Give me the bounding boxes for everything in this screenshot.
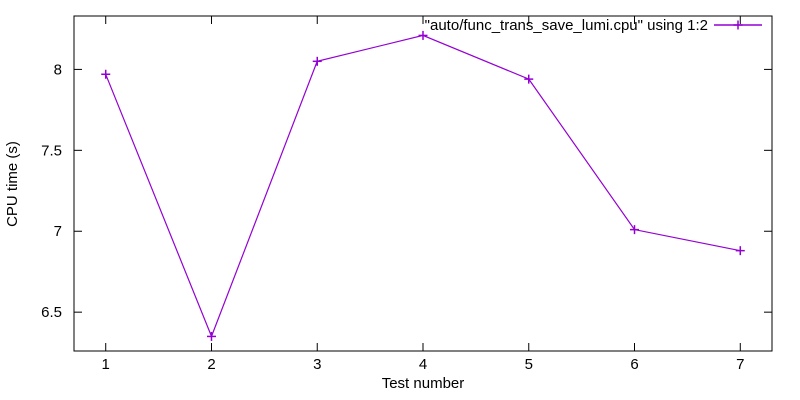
x-tick-label: 3 [313,356,321,373]
x-tick-label: 1 [102,356,110,373]
plot-generated-content: 1 2 3 4 5 6 7 6.5 7 7.5 8 [41,16,772,373]
legend: "auto/func_trans_save_lumi.cpu" using 1:… [425,17,762,34]
legend-series-label: "auto/func_trans_save_lumi.cpu" using 1:… [425,17,708,34]
y-axis-label: CPU time (s) [4,141,21,227]
x-tick-label: 4 [419,356,427,373]
y-tick-label: 7 [54,223,62,240]
y-tick-label: 6.5 [41,304,62,321]
legend-line-sample [714,20,762,30]
plot-border [73,15,773,352]
data-line [105,34,741,339]
x-tick-label: 2 [207,356,215,373]
x-tick-label: 7 [736,356,744,373]
x-axis-label: Test number [382,375,465,392]
y-tick-label: 8 [54,61,62,78]
x-tick-label: 5 [525,356,533,373]
y-tick-label: 7.5 [41,142,62,159]
x-tick-label: 6 [630,356,638,373]
